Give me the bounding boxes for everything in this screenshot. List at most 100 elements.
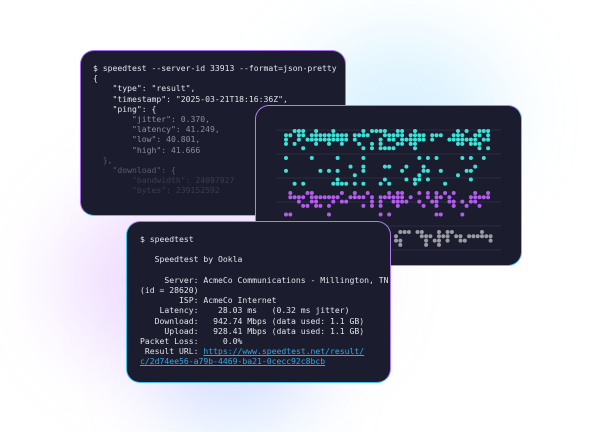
purple-dot xyxy=(318,203,323,208)
cyan-dot xyxy=(430,137,435,142)
cyan-dot xyxy=(417,177,422,182)
cyan-dot xyxy=(339,133,344,138)
purple-dot xyxy=(417,199,422,204)
purple-dot xyxy=(370,199,374,204)
gray-dot xyxy=(398,238,403,243)
cyan-dot xyxy=(344,181,349,186)
purple-dot xyxy=(309,195,314,200)
cyan-dot xyxy=(421,168,426,173)
purple-dot xyxy=(400,195,405,200)
json-line: "jitter": 0.370, xyxy=(93,114,210,125)
cyan-dot xyxy=(413,146,417,151)
gray-dot xyxy=(424,242,429,247)
purple-dot xyxy=(434,191,439,195)
cyan-dot xyxy=(486,146,491,151)
purple-dot xyxy=(443,191,448,195)
cyan-dot xyxy=(473,141,478,146)
purple-dot xyxy=(486,191,491,195)
json-line: "timestamp": "2025-03-21T18:16:36Z", xyxy=(93,93,288,104)
cyan-dot xyxy=(417,133,422,138)
purple-dot xyxy=(370,195,374,200)
cyan-dot xyxy=(413,177,417,182)
cyan-dot xyxy=(309,133,314,138)
cyan-dot xyxy=(378,137,383,142)
cyan-dot xyxy=(460,156,465,160)
purple-dot xyxy=(460,212,465,217)
purple-dot xyxy=(318,195,323,200)
cyan-dot xyxy=(460,137,465,142)
cyan-dot xyxy=(481,156,486,160)
cyan-dot xyxy=(309,156,314,160)
cyan-dot xyxy=(378,141,383,146)
cyan-dot xyxy=(352,173,357,178)
cyan-dot xyxy=(378,129,383,133)
cyan-dot xyxy=(456,141,460,146)
cyan-dot xyxy=(322,133,327,138)
cyan-dot xyxy=(361,129,366,133)
purple-dot xyxy=(305,203,310,208)
purple-dot xyxy=(314,199,319,204)
cyan-dot xyxy=(486,137,491,142)
cyan-dot xyxy=(486,133,491,138)
cyan-dot xyxy=(473,137,478,142)
purple-dot xyxy=(370,203,374,208)
gray-dot xyxy=(449,230,454,234)
cyan-dot xyxy=(400,168,405,173)
cyan-dot xyxy=(425,156,430,160)
gray-dot xyxy=(475,234,480,239)
cyan-dot xyxy=(361,133,366,138)
purple-dot xyxy=(486,195,491,200)
download-line: Download: 942.74 Mbps (data used: 1.1 GB… xyxy=(140,315,365,326)
cyan-dot xyxy=(387,146,392,151)
cyan-dot xyxy=(456,133,460,138)
cyan-dot xyxy=(296,137,301,142)
cyan-dot xyxy=(339,181,344,186)
cyan-dot xyxy=(464,137,469,142)
purple-dot xyxy=(387,195,392,200)
gray-dot xyxy=(437,230,441,234)
gray-dot xyxy=(398,242,403,247)
purple-dot xyxy=(344,199,349,204)
cyan-dot xyxy=(361,164,366,169)
cyan-dot xyxy=(438,168,443,173)
cyan-dot xyxy=(327,168,331,173)
cyan-dot xyxy=(331,133,336,138)
purple-dot xyxy=(434,203,439,208)
gray-dot xyxy=(471,234,476,239)
purple-dot xyxy=(425,195,430,200)
cyan-dot xyxy=(421,137,426,142)
cyan-dot xyxy=(417,156,422,160)
cyan-dot xyxy=(318,137,323,142)
cyan-dot xyxy=(305,137,310,142)
cyan-dot xyxy=(374,129,379,133)
purple-dot xyxy=(464,203,469,208)
cyan-dot xyxy=(434,133,439,138)
cyan-dot xyxy=(314,129,319,133)
cyan-dot xyxy=(408,141,413,146)
json-line: "bytes": 239152592 xyxy=(93,185,220,196)
gray-dot xyxy=(480,234,484,239)
cyan-dot xyxy=(357,133,362,138)
cyan-dot xyxy=(421,164,426,169)
result-url-link[interactable]: https://www.speedtest.net/result/ xyxy=(203,346,365,357)
cyan-dot xyxy=(468,141,473,146)
cyan-dot xyxy=(382,146,387,151)
cyan-dot xyxy=(318,133,323,138)
cyan-dot xyxy=(331,181,336,186)
cyan-dot xyxy=(434,156,439,160)
purple-dot xyxy=(378,195,383,200)
purple-dot xyxy=(378,199,383,204)
cyan-dot xyxy=(404,164,409,169)
purple-dot xyxy=(327,203,331,208)
purple-dot xyxy=(421,203,426,208)
purple-dot xyxy=(339,191,344,195)
purple-dot xyxy=(400,191,405,195)
result-url-link-continued[interactable]: c/2d74ee56-a79b-4469-ba21-0cecc92c8bcb xyxy=(140,356,326,367)
cyan-dot xyxy=(296,133,301,138)
cyan-dot xyxy=(331,129,336,133)
cyan-dot xyxy=(339,137,344,142)
purple-dot xyxy=(288,212,293,217)
purple-dot xyxy=(473,191,478,195)
purple-dot xyxy=(434,195,439,200)
purple-dot xyxy=(314,195,319,200)
